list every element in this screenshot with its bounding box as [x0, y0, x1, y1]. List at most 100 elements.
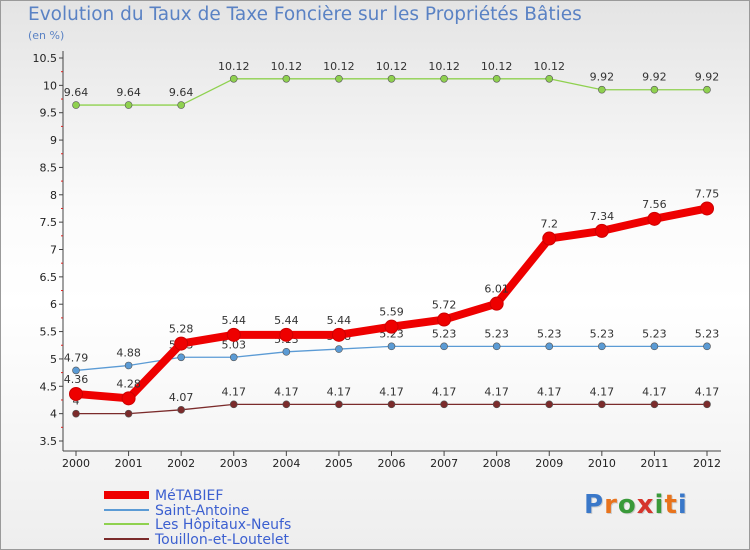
data-label: 4.17: [695, 385, 720, 398]
data-label: 5.23: [590, 327, 615, 340]
y-tick-label: 8: [50, 189, 57, 202]
x-tick-label: 2011: [640, 457, 668, 470]
data-label: 7.56: [642, 198, 667, 211]
logo-letter: P: [584, 490, 605, 520]
data-point: [440, 400, 448, 409]
data-point: [177, 406, 185, 414]
y-tick-label: 9: [50, 134, 57, 147]
data-point: [229, 353, 238, 362]
data-point: [703, 342, 711, 351]
data-label: 5.59: [379, 306, 404, 319]
data-label: 9.64: [116, 86, 141, 99]
data-label: 7.2: [541, 218, 559, 231]
y-tick-label: 5: [50, 353, 57, 366]
data-label: 4.17: [642, 385, 667, 398]
data-point: [545, 342, 554, 351]
data-label: 10.12: [534, 60, 566, 73]
data-label: 4.79: [64, 351, 89, 364]
data-point: [387, 74, 396, 83]
logo-letter: x: [636, 490, 655, 520]
data-label: 5.44: [274, 314, 299, 327]
data-point: [440, 342, 448, 351]
y-tick-label: 4.5: [40, 380, 58, 393]
data-label: 9.92: [590, 71, 615, 84]
series-line: [72, 204, 711, 403]
data-point: [650, 400, 659, 409]
data-label: 6.01: [484, 283, 509, 296]
data-label: 5.23: [432, 327, 457, 340]
x-tick-label: 2005: [325, 457, 353, 470]
data-point: [229, 400, 238, 409]
data-label: 5.28: [169, 323, 194, 336]
data-label: 4.17: [222, 385, 247, 398]
data-label: 10.12: [376, 60, 408, 73]
data-point: [72, 101, 80, 109]
data-label: 5.03: [222, 338, 247, 351]
y-tick-label: 10.5: [33, 52, 58, 65]
data-label: 5.23: [642, 327, 667, 340]
data-point: [282, 348, 291, 356]
data-point: [437, 312, 452, 327]
data-point: [703, 85, 711, 94]
x-tick-label: 2000: [62, 457, 90, 470]
data-point: [598, 85, 606, 94]
x-tick-label: 2003: [220, 457, 248, 470]
legend-label: Saint-Antoine: [155, 503, 249, 519]
data-point: [279, 327, 294, 342]
data-label: 5.23: [484, 327, 509, 340]
data-point: [174, 336, 189, 351]
data-label: 4: [73, 395, 80, 408]
legend-label: Les Hôpitaux-Neufs: [155, 517, 291, 533]
x-tick-label: 2010: [588, 457, 616, 470]
x-tick-label: 2007: [430, 457, 458, 470]
data-label: 7.34: [590, 210, 615, 223]
x-tick-label: 2001: [115, 457, 143, 470]
data-point: [598, 342, 606, 351]
data-point: [545, 74, 554, 83]
logo-letter: i: [677, 490, 688, 520]
data-point: [650, 85, 659, 94]
data-point: [598, 400, 606, 409]
data-point: [384, 319, 399, 334]
data-label: 4.17: [327, 385, 352, 398]
chart-unit-label: (en %): [28, 29, 65, 42]
y-tick-label: 6.5: [40, 271, 58, 284]
x-tick-label: 2006: [378, 457, 406, 470]
logo-letter: r: [604, 490, 618, 520]
logo-letter: o: [617, 490, 637, 520]
y-tick-label: 5.5: [40, 326, 58, 339]
data-label: 4.17: [432, 385, 457, 398]
data-label: 7.75: [695, 187, 720, 200]
data-label: 9.64: [64, 86, 89, 99]
data-label: 10.12: [428, 60, 460, 73]
y-tick-label: 7.5: [40, 216, 58, 229]
legend-label: MéTABIEF: [155, 488, 223, 504]
data-point: [177, 101, 185, 109]
data-label: 9.92: [642, 71, 667, 84]
data-point: [69, 386, 83, 401]
data-label: 10.12: [481, 60, 513, 73]
x-tick-label: 2009: [535, 457, 563, 470]
data-label: 10.12: [218, 60, 250, 73]
y-tick-label: 8.5: [40, 161, 58, 174]
data-label: 4.17: [274, 385, 299, 398]
data-label: 5.23: [537, 327, 562, 340]
legend-label: Touillon-et-Loutelet: [154, 532, 290, 548]
y-tick-label: 6: [50, 298, 57, 311]
data-point: [492, 342, 501, 351]
data-label: 4.17: [484, 385, 509, 398]
data-point: [229, 74, 238, 83]
data-point: [282, 74, 291, 83]
y-tick-label: 7: [50, 244, 57, 257]
data-point: [72, 409, 80, 418]
y-tick-label: 4: [50, 408, 57, 421]
data-point: [335, 345, 343, 353]
data-label: 10.12: [271, 60, 303, 73]
data-label: 5.44: [222, 314, 247, 327]
data-point: [387, 342, 396, 351]
data-label: 5.72: [432, 299, 457, 312]
data-point: [700, 201, 714, 216]
data-point: [492, 400, 501, 409]
data-point: [331, 327, 346, 342]
